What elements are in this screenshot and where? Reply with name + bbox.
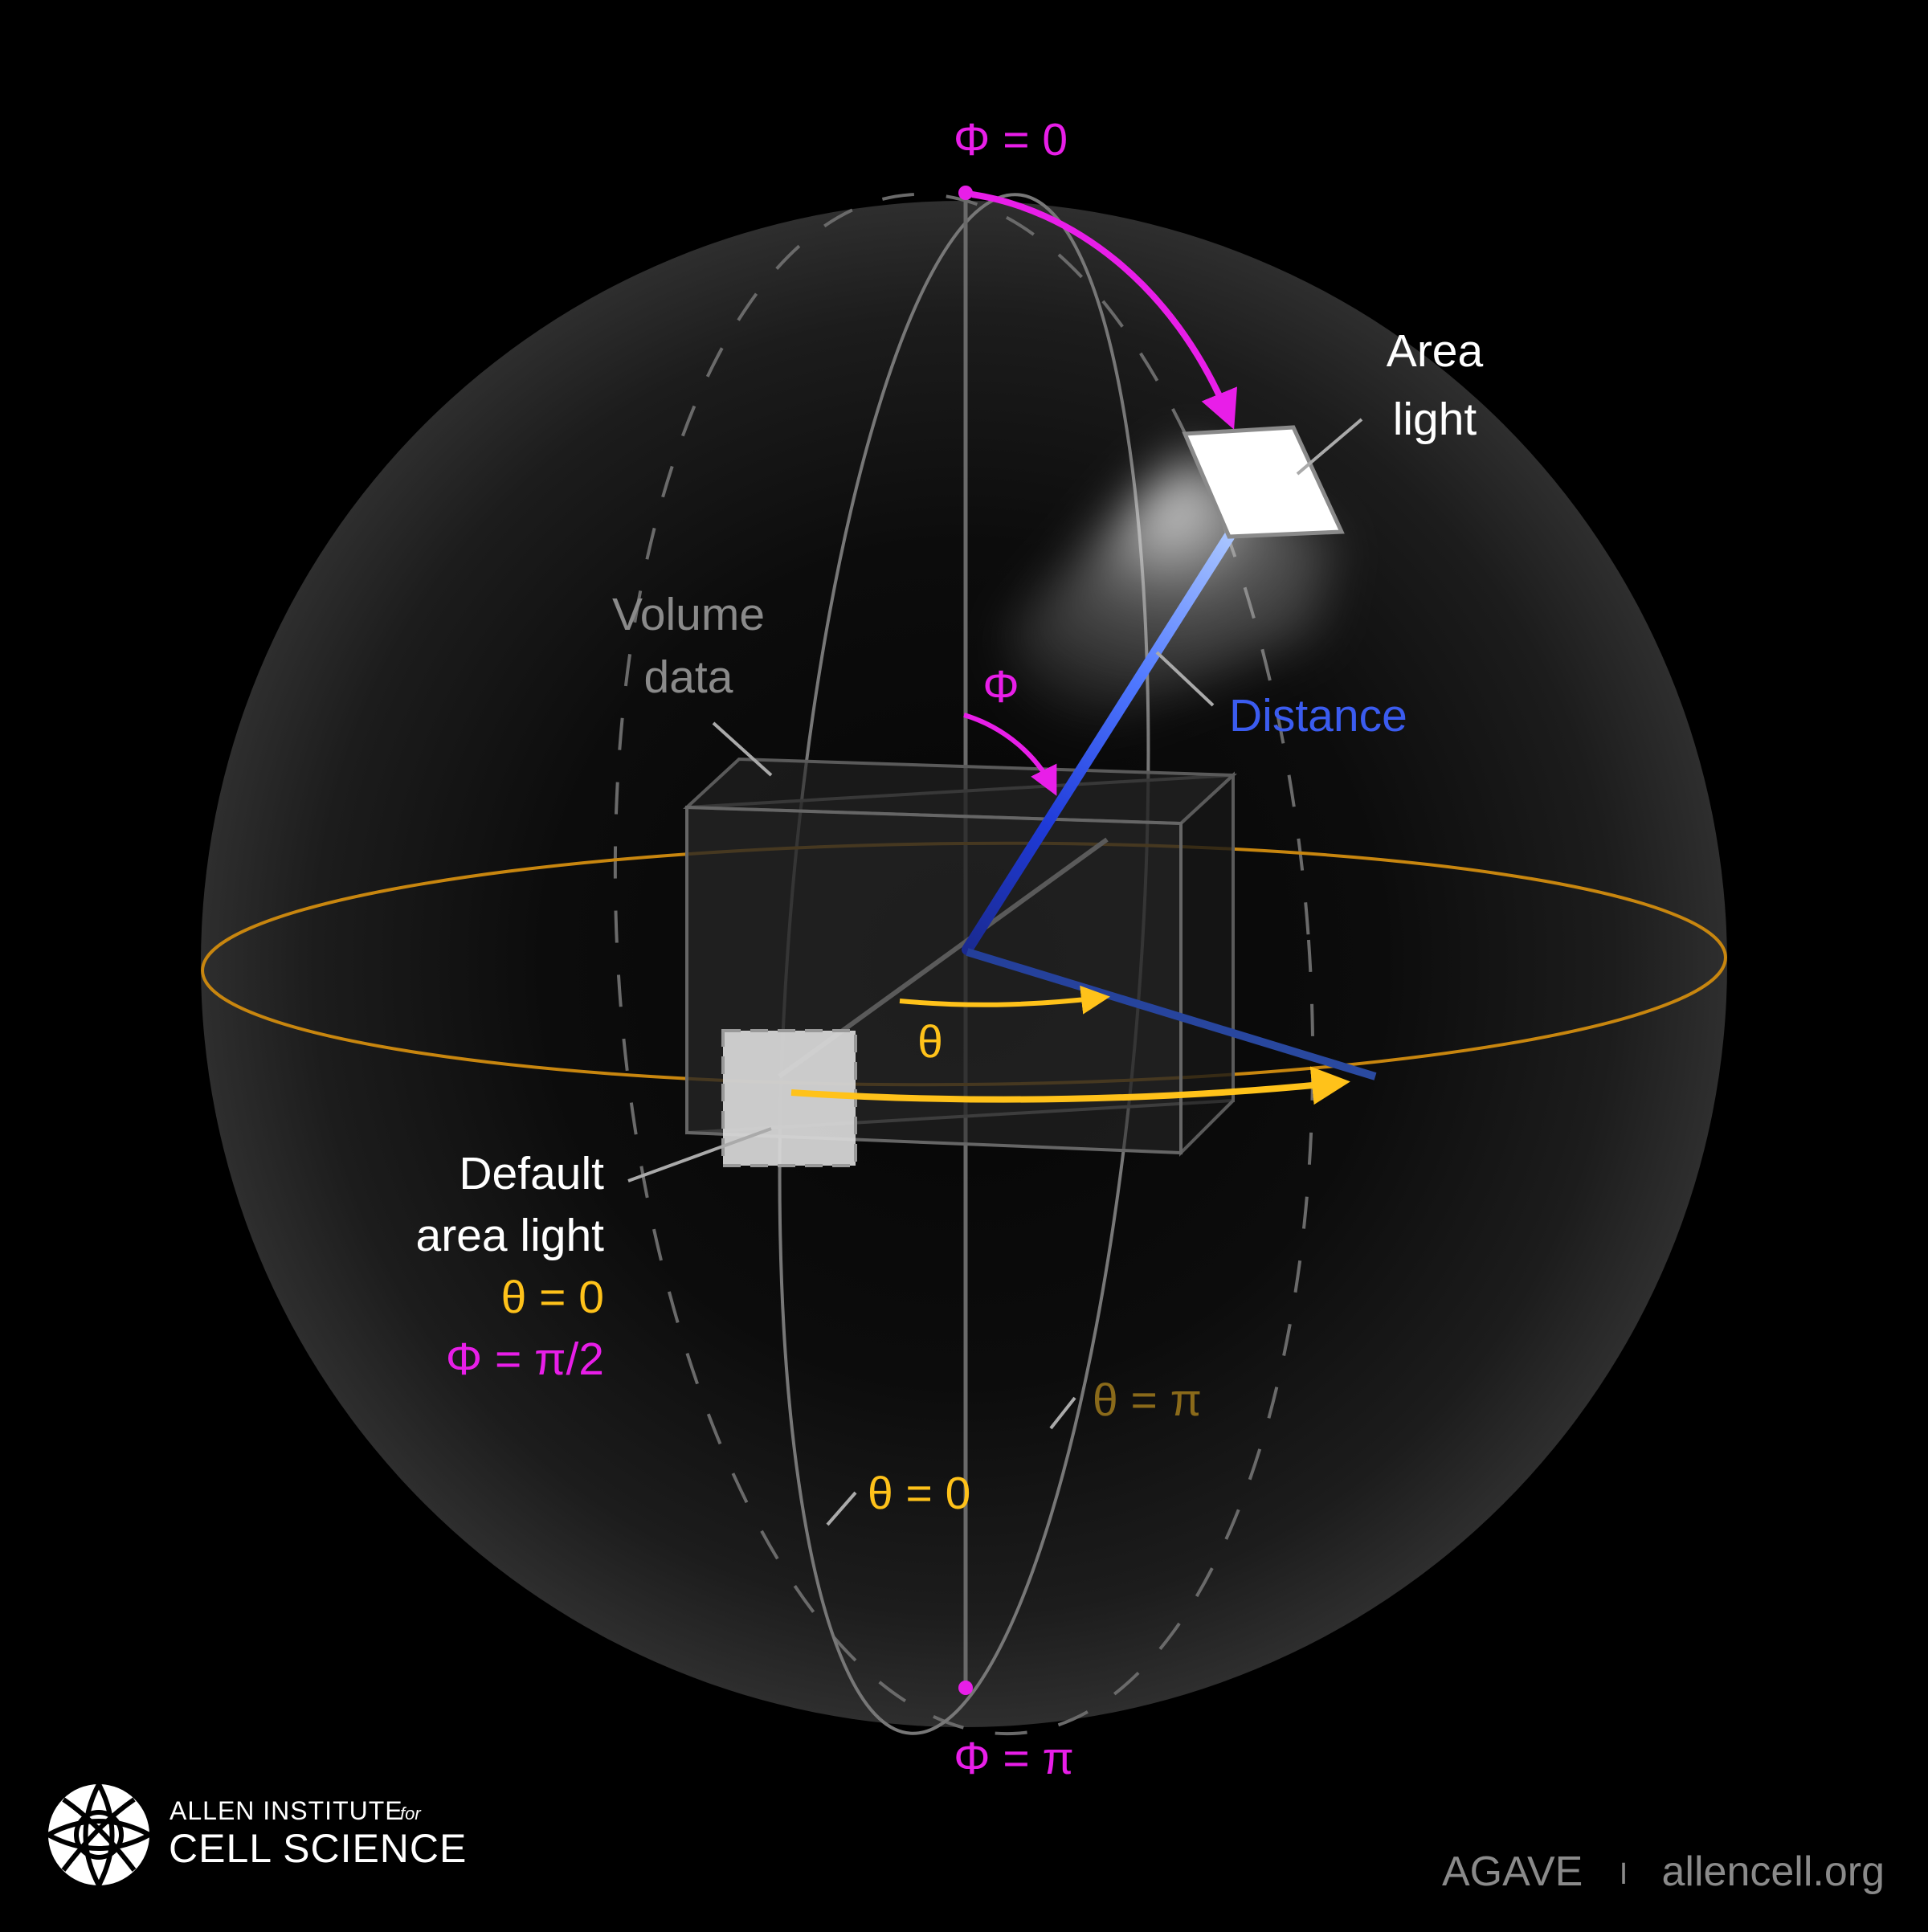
theta-angle-arc — [899, 985, 1110, 1015]
site-url: allencell.org — [1662, 1848, 1885, 1895]
area-light-label-line1: Area — [1387, 325, 1484, 377]
phi-angle-arc — [963, 713, 1057, 796]
theta-pi-label: θ = π — [1093, 1374, 1202, 1426]
phi-pi-label: Φ = π — [954, 1733, 1074, 1784]
distance-leader — [1155, 651, 1215, 707]
distance-beam — [962, 531, 1235, 955]
org-name-line2: CELL SCIENCE — [169, 1826, 467, 1871]
footer-separator: I — [1620, 1857, 1628, 1891]
default-theta-label: θ = 0 — [501, 1272, 604, 1323]
theta-angle-label: θ — [917, 1016, 943, 1068]
south-pole-dot — [958, 1681, 973, 1695]
area-light-leader — [1296, 418, 1363, 476]
volume-data-leader — [712, 721, 773, 777]
org-name-line1: ALLEN INSTITUTE — [170, 1796, 403, 1825]
default-light-label-line2: area light — [416, 1210, 605, 1261]
default-phi-label: Φ = π/2 — [446, 1334, 604, 1385]
phi-angle-label: Φ — [982, 661, 1019, 713]
theta-main-arc — [790, 1066, 1350, 1105]
area-light-label-line2: light — [1393, 394, 1477, 445]
default-light-label-line1: Default — [459, 1148, 604, 1199]
theta-ray — [966, 948, 1377, 1080]
phi-zero-label: Φ = 0 — [954, 114, 1068, 165]
org-for: for — [400, 1803, 422, 1824]
area-light-panel — [1182, 425, 1345, 539]
theta-zero-label: θ = 0 — [868, 1468, 970, 1519]
phi-main-arc — [971, 191, 1237, 430]
default-light-leader — [627, 1127, 772, 1182]
volume-data-label-line1: Volume — [612, 589, 765, 640]
north-pole-dot — [958, 186, 973, 200]
back-meridian-dashed — [613, 192, 1315, 1736]
theta-zero-leader — [826, 1491, 857, 1526]
theta-pi-leader — [1049, 1396, 1076, 1430]
volume-data-label-line2: data — [644, 651, 733, 703]
allen-institute-logo-icon — [47, 1783, 151, 1887]
distance-label: Distance — [1229, 690, 1407, 741]
product-name: AGAVE — [1442, 1848, 1583, 1895]
